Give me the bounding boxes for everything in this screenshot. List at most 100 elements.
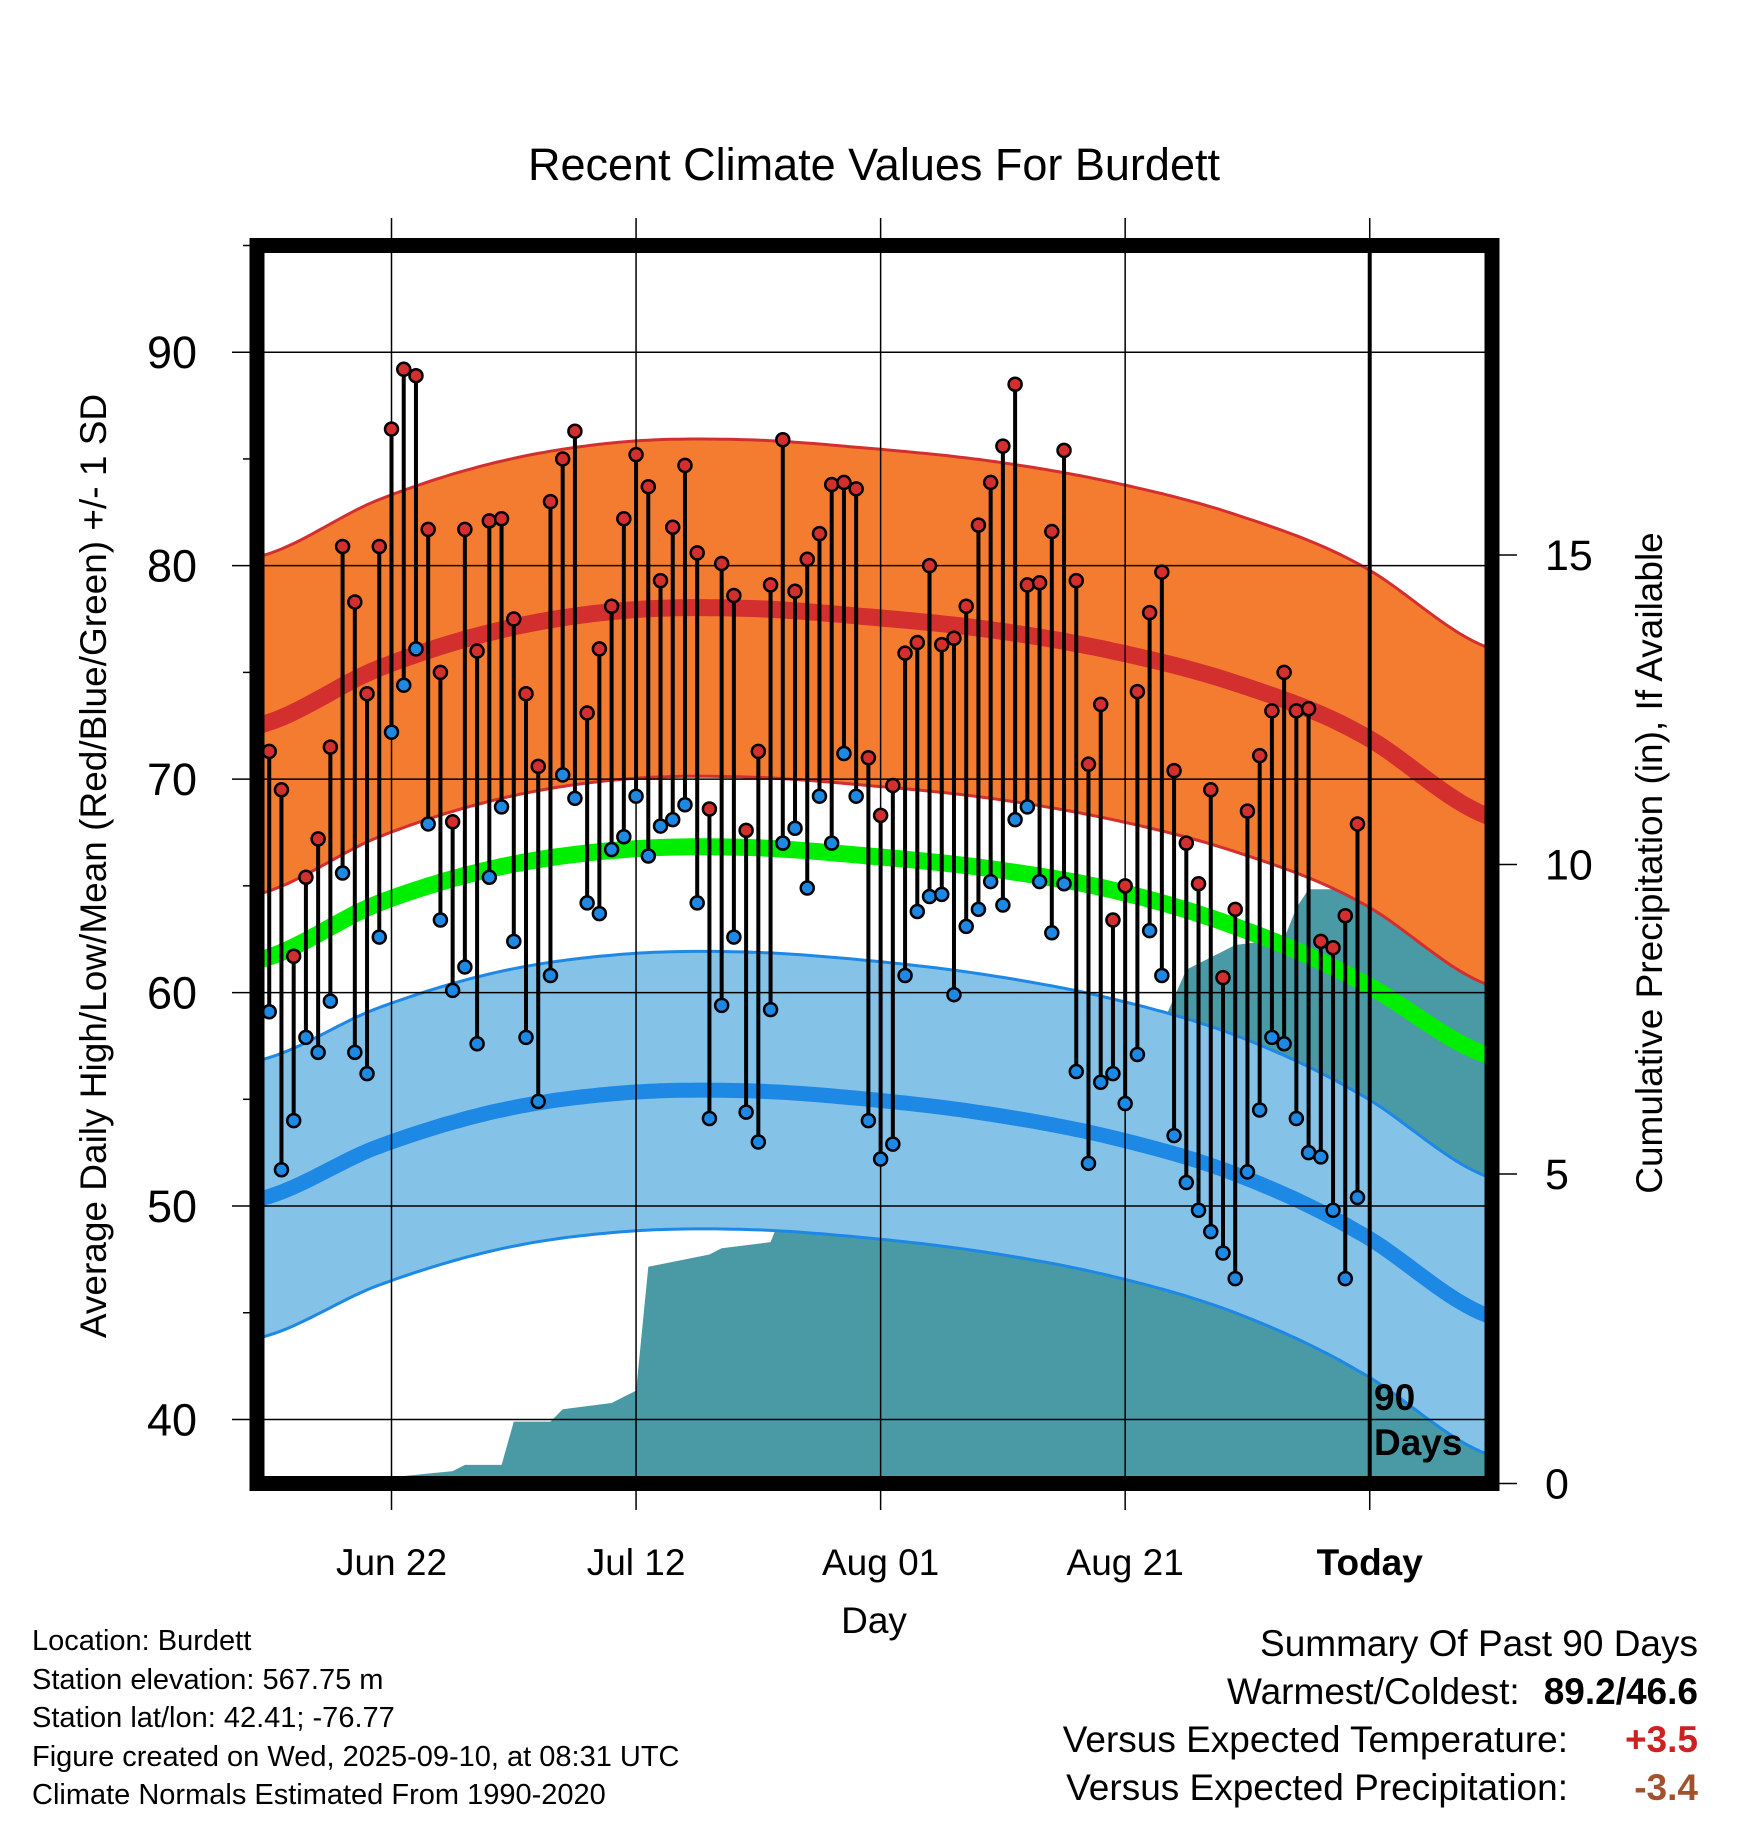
daily-high-point [457,521,473,538]
daily-high-point [285,948,302,965]
daily-low-point [1264,1029,1280,1046]
daily-low-point [1105,1065,1121,1082]
daily-high-point [444,814,461,830]
normal-high-lower-edge [262,774,1492,988]
daily-low-point [909,903,926,920]
daily-high-point [811,525,828,542]
daily-high-point [1288,703,1305,719]
daily-low-point [1044,925,1060,941]
daily-high-point [921,557,938,574]
daily-high-point [677,457,693,474]
daily-low-point [1068,1063,1085,1080]
daily-high-point [1007,376,1023,392]
daily-high-point [885,777,901,794]
daily-low-point [677,796,693,813]
daily-high-point [909,634,926,651]
daily-high-point [1092,696,1109,713]
daily-high-point [298,869,314,886]
daily-high-point [542,493,559,510]
daily-high-point [1239,803,1256,819]
daily-low-point [664,811,681,828]
daily-low-point [738,1104,754,1120]
daily-low-point [823,835,840,851]
daily-high-point [897,645,913,661]
daily-low-point [762,1001,779,1018]
daily-high-point [420,521,436,538]
daily-high-point [518,685,534,702]
daily-high-point [1337,907,1354,924]
daily-high-point [701,801,718,817]
daily-low-point [1080,1155,1097,1172]
normal-mean-line [262,838,1492,1065]
precip-departure-value: -3.4 [1634,1767,1698,1808]
daily-high-point [1325,939,1341,956]
daily-low-point [432,912,449,928]
y-tick-label: 50 [147,1181,197,1232]
daily-low-point [726,929,742,945]
daily-low-point [1178,1174,1195,1191]
normal-high-upper-edge [262,437,1492,651]
daily-high-point [567,423,583,439]
daily-low-point [689,895,705,911]
daily-low-point [1154,967,1170,984]
daily-high-point [334,538,351,555]
daily-high-point [750,743,767,760]
daily-low-point [713,997,730,1014]
daily-high-point [664,519,681,536]
daily-high-point [1105,912,1121,928]
today-marker-label: 90 Days [1374,1377,1462,1463]
daily-low-point [885,1136,901,1152]
climate-normals-period: Climate Normals Estimated From 1990-2020 [32,1779,606,1811]
daily-low-point [591,905,608,922]
y-axis-label: Average Daily High/Low/Mean (Red/Blue/Gr… [73,394,114,1338]
daily-high-point [970,517,987,533]
daily-high-point [432,664,449,681]
daily-range-stems [267,369,1360,1279]
normal-low-lower-edge [262,1227,1492,1458]
daily-high-point [1203,782,1219,798]
daily-low-point [383,724,400,740]
daily-low-point [787,820,803,836]
daily-low-point [970,901,987,918]
daily-high-point [787,583,803,600]
daily-high-point [322,739,339,755]
daily-low-point [469,1036,485,1052]
daily-high-point [1019,577,1036,593]
daily-high-point [359,685,375,702]
daily-high-point [1166,762,1182,779]
summary-warm-cold: Warmest/Coldest: 89.2/46.6 [1063,1668,1698,1716]
daily-low-point [408,641,424,657]
daily-high-point [481,513,498,529]
daily-low-point [982,873,999,890]
daily-low-point [1190,1202,1207,1219]
normal-high-band [262,439,1492,987]
daily-low-point [395,677,412,693]
daily-low-point [995,897,1011,913]
daily-low-point [1129,1046,1146,1063]
daily-low-point [652,818,669,834]
normal-low-upper-edge [262,949,1492,1180]
daily-low-point [1215,1245,1231,1261]
daily-high-point [591,641,608,657]
station-location: Location: Burdett [32,1625,252,1657]
daily-low-point [1019,799,1036,815]
x-tick-label: Aug 21 [1067,1542,1184,1583]
daily-low-point [1031,873,1048,890]
daily-high-point [1190,875,1207,892]
daily-low-point [921,888,938,905]
daily-high-point [1117,878,1133,894]
daily-high-point [554,451,571,467]
daily-low-point [322,993,339,1009]
daily-low-point [334,865,351,881]
daily-low-point [481,869,498,886]
daily-high-point [395,361,412,378]
daily-high-point [1313,933,1329,950]
daily-low-point [811,788,828,804]
daily-low-point [1349,1189,1366,1206]
daily-high-point [713,555,730,572]
daily-low-point [1227,1270,1243,1287]
daily-low-point [616,829,632,845]
daily-high-point [1056,442,1072,459]
precip-departure-label: Versus Expected Precipitation: [1066,1767,1568,1808]
daily-high-point [371,538,388,555]
